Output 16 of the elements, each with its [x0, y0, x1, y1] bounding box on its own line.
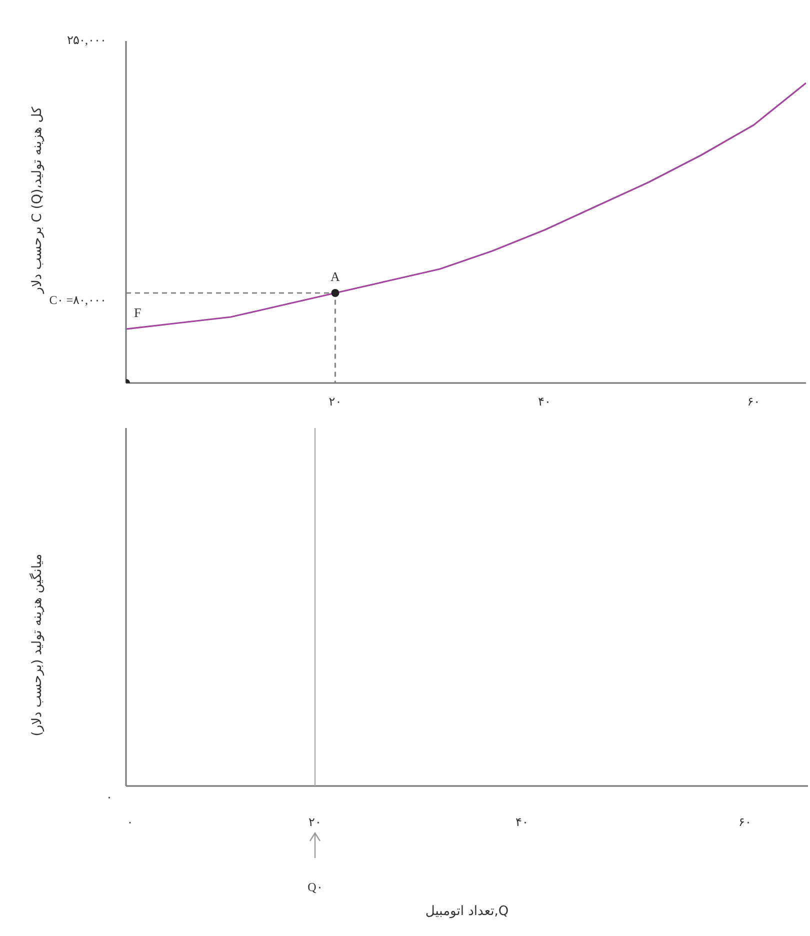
text: ۰ [106, 790, 112, 804]
x-tick-label: ۴۰ [538, 394, 551, 409]
x-tick-label: ۲۰ [328, 394, 342, 409]
text: ۰ [126, 815, 134, 829]
text: ۲۵۰,۰۰۰ [67, 33, 106, 48]
text: ۴۰ [516, 815, 528, 829]
x-tick-label: ۶۰ [747, 394, 760, 409]
text: Q,تعداد اتومبیل [424, 904, 510, 919]
text: C۰ =۸۰,۰۰۰ [49, 293, 106, 308]
y-axis-title: کل هزینه تولید،C (Q) برحسب دلار [29, 106, 46, 296]
text: Q۰ [308, 880, 322, 894]
text: ۶۰ [738, 815, 752, 829]
text: ۲۰ [308, 815, 322, 829]
annotation: F [134, 305, 142, 320]
text: میانگین هزینه تولید (برحسب دلار) [28, 552, 46, 738]
annotation: A [330, 269, 341, 284]
